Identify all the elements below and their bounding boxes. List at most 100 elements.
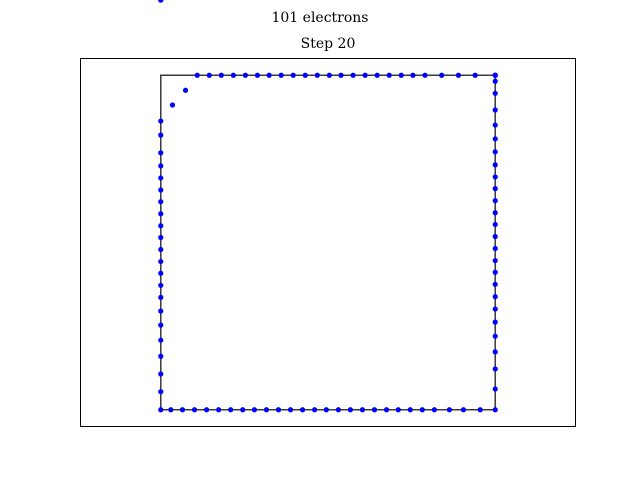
electron-point [493, 282, 498, 287]
electron-point [216, 407, 221, 412]
electron-point [204, 407, 209, 412]
electron-point [493, 407, 498, 412]
electron-point [192, 407, 197, 412]
electron-point [338, 73, 343, 78]
electron-point [158, 163, 163, 168]
electron-point [363, 73, 368, 78]
electron-point [288, 407, 293, 412]
electron-point [324, 407, 329, 412]
electron-point [158, 211, 163, 216]
electron-point [422, 73, 427, 78]
electron-point [291, 73, 296, 78]
electron-point [219, 73, 224, 78]
electron-point [312, 407, 317, 412]
electron-point [493, 222, 498, 227]
electron-point [372, 407, 377, 412]
electron-point [158, 308, 163, 313]
electron-point [493, 246, 498, 251]
electron-point [183, 88, 188, 93]
electron-point [336, 407, 341, 412]
electron-point [439, 73, 444, 78]
electron-point [493, 162, 498, 167]
electron-point [158, 247, 163, 252]
electron-point [158, 271, 163, 276]
electron-point [493, 258, 498, 263]
electron-point [493, 73, 498, 78]
electron-point [158, 223, 163, 228]
electron-point [264, 407, 269, 412]
electron-point [456, 73, 461, 78]
electron-point [493, 349, 498, 354]
electron-point [410, 73, 415, 78]
electron-point [315, 73, 320, 78]
electron-point [207, 73, 212, 78]
electron-point [493, 234, 498, 239]
electron-point [493, 174, 498, 179]
electron-point [158, 175, 163, 180]
figure-title: 101 electrons [271, 10, 368, 26]
electron-point [158, 133, 163, 138]
electron-point [300, 407, 305, 412]
electron-point [387, 73, 392, 78]
electron-point [255, 73, 260, 78]
electron-point [158, 199, 163, 204]
electron-point [243, 73, 248, 78]
electron-point [231, 73, 236, 78]
electron-point [420, 407, 425, 412]
electron-point [478, 407, 483, 412]
electron-point [350, 73, 355, 78]
electron-point [327, 73, 332, 78]
electron-point [158, 354, 163, 359]
electron-point [158, 295, 163, 300]
electron-point [493, 320, 498, 325]
electron-point [228, 407, 233, 412]
electron-point [158, 150, 163, 155]
electron-point [396, 407, 401, 412]
electron-point [158, 371, 163, 376]
electron-point [493, 136, 498, 141]
electron-point [158, 389, 163, 394]
electron-point [360, 407, 365, 412]
electron-point [493, 91, 498, 96]
electron-point [493, 79, 498, 84]
electron-point [158, 283, 163, 288]
electron-point [375, 73, 380, 78]
electron-point [493, 122, 498, 127]
electron-point [170, 102, 175, 107]
electron-point [158, 338, 163, 343]
electron-point [408, 407, 413, 412]
electron-point [168, 407, 173, 412]
electron-point [158, 323, 163, 328]
electron-point [493, 294, 498, 299]
electron-point [158, 259, 163, 264]
electron-point [158, 235, 163, 240]
electron-point [399, 73, 404, 78]
electron-point [461, 407, 466, 412]
electron-point [158, 187, 163, 192]
electron-point [195, 73, 200, 78]
electron-point [252, 407, 257, 412]
electron-point [180, 407, 185, 412]
electron-point [267, 73, 272, 78]
electron-point [348, 407, 353, 412]
electron-point [493, 198, 498, 203]
axes-title: Step 20 [301, 36, 356, 52]
electron-point [493, 186, 498, 191]
electron-point [158, 407, 163, 412]
electron-point [158, 118, 163, 123]
electron-point [473, 73, 478, 78]
electron-point [493, 386, 498, 391]
electron-point [493, 107, 498, 112]
electron-point [493, 210, 498, 215]
electron-point [279, 73, 284, 78]
electron-point [493, 334, 498, 339]
electron-point [432, 407, 437, 412]
electron-point [493, 149, 498, 154]
electron-point [493, 270, 498, 275]
electron-point [303, 73, 308, 78]
electron-point [493, 306, 498, 311]
electron-point [240, 407, 245, 412]
electron-point [447, 407, 452, 412]
